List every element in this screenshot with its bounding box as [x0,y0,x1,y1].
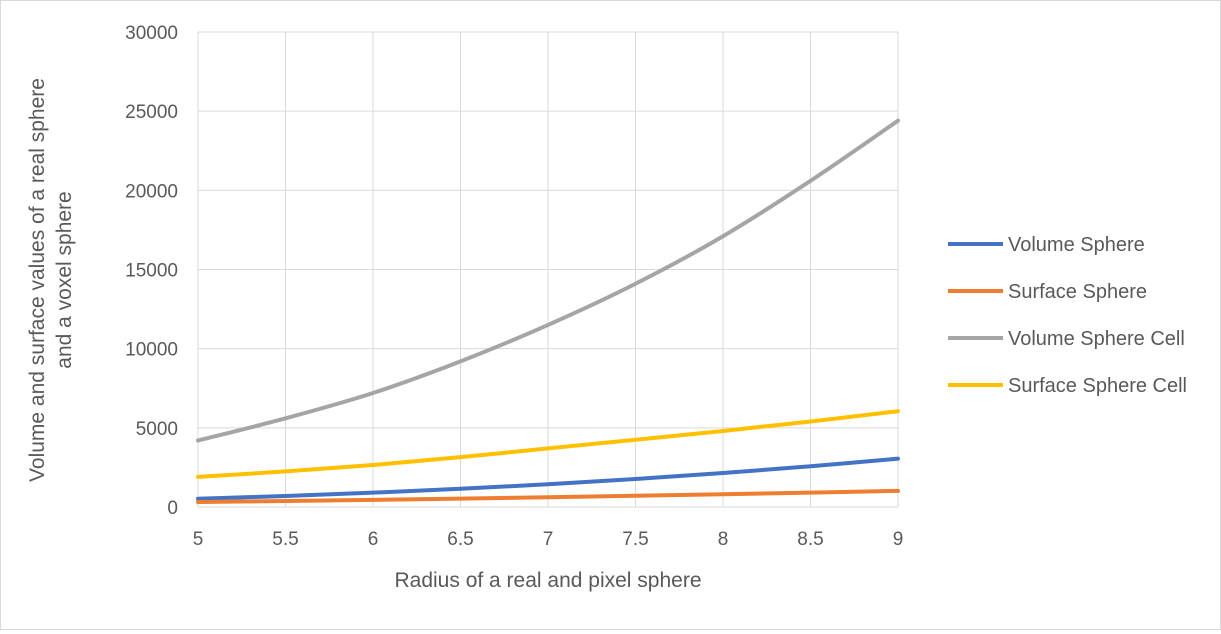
x-tick-label: 5 [193,529,204,550]
x-tick-label: 6 [368,529,379,550]
x-tick-label: 8 [718,529,729,550]
legend-label-surface-sphere-cell: Surface Sphere Cell [1008,375,1187,397]
y-tick-label: 30000 [125,23,178,44]
y-tick-label: 10000 [125,340,178,361]
series-line-surface-sphere [196,488,900,505]
series-line-surface-sphere-cell [196,409,900,479]
y-tick-label: 5000 [136,419,178,440]
legend: Volume Sphere Surface Sphere Volume Sphere… [948,234,1187,397]
horizontal-gridlines [198,31,898,508]
x-tick-label: 7.5 [622,529,648,550]
y-tick-label: 25000 [125,102,178,123]
y-axis-label-line-1: Volume and surface values of a real sphe… [26,78,49,482]
y-tick-label: 15000 [125,261,178,282]
x-tick-label: 6.5 [447,529,473,550]
y-axis-label: Volume and surface values of a real sphe… [26,78,76,482]
series-line-volume-sphere [196,456,900,501]
x-axis-label: Radius of a real and pixel sphere [394,569,701,592]
y-axis-tick-labels: 0 5000 10000 15000 20000 25000 30000 [125,23,178,519]
series-line-volume-sphere-cell [196,118,900,443]
series-lines [196,118,900,505]
y-tick-label: 20000 [125,181,178,202]
x-tick-label: 7 [543,529,554,550]
legend-label-volume-sphere: Volume Sphere [1008,234,1145,256]
x-tick-label: 5.5 [272,529,298,550]
x-axis-tick-labels: 5 5.5 6 6.5 7 7.5 8 8.5 9 [193,529,904,550]
y-tick-label: 0 [167,498,178,519]
x-tick-label: 9 [893,529,904,550]
legend-label-volume-sphere-cell: Volume Sphere Cell [1008,328,1185,350]
x-tick-label: 8.5 [797,529,823,550]
y-axis-label-line-2: and a voxel sphere [53,191,76,368]
legend-label-surface-sphere: Surface Sphere [1008,281,1147,303]
